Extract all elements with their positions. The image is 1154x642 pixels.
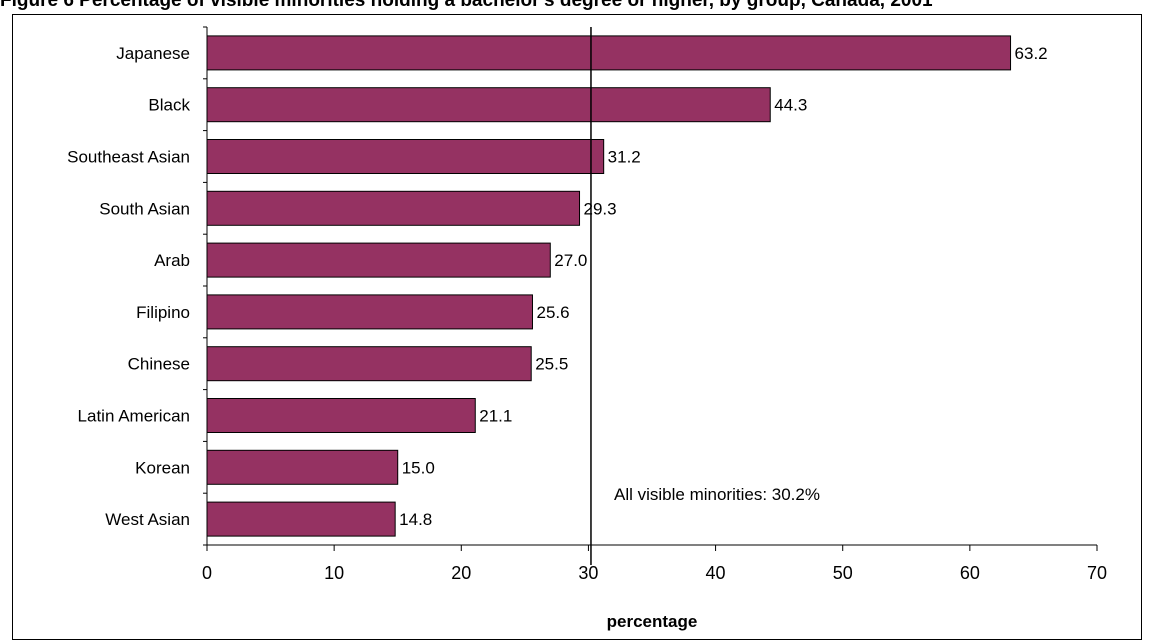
bar: [206, 190, 581, 226]
bar: [206, 449, 399, 485]
axes-layer: [203, 26, 1098, 565]
x-tick-label: 40: [706, 563, 726, 583]
data-label: 27.0: [554, 251, 587, 270]
bar: [206, 346, 532, 382]
chart-frame: [12, 14, 1142, 640]
bar: [206, 294, 533, 330]
x-tick-label: 60: [960, 563, 980, 583]
bar: [206, 501, 396, 537]
category-label: Chinese: [128, 355, 190, 374]
category-label: Latin American: [78, 407, 190, 426]
bar: [206, 35, 1012, 71]
x-tick-label: 30: [578, 563, 598, 583]
category-label: Arab: [154, 251, 190, 270]
bar: [206, 242, 551, 278]
category-label: South Asian: [99, 199, 190, 218]
data-label: 29.3: [584, 199, 617, 218]
data-label: 15.0: [402, 458, 435, 477]
x-tick-label: 20: [451, 563, 471, 583]
labels-layer: Japanese 63.2 Black 44.3 Southeast Asian 31.2…: [67, 44, 1107, 631]
data-label: 14.8: [399, 510, 432, 529]
category-label: Black: [148, 96, 190, 115]
bars-layer: [206, 35, 1012, 537]
category-label: Filipino: [136, 303, 190, 322]
reference-line-label: All visible minorities: 30.2%: [614, 485, 820, 504]
x-tick-label: 10: [324, 563, 344, 583]
data-label: 21.1: [479, 407, 512, 426]
data-label: 63.2: [1015, 44, 1048, 63]
category-label: Southeast Asian: [67, 148, 190, 167]
data-label: 44.3: [774, 96, 807, 115]
bar: [206, 87, 771, 123]
x-tick-label: 0: [202, 563, 212, 583]
x-tick-label: 70: [1087, 563, 1107, 583]
category-label: West Asian: [105, 510, 190, 529]
x-tick-label: 50: [833, 563, 853, 583]
data-label: 31.2: [608, 148, 641, 167]
data-label: 25.5: [535, 355, 568, 374]
bar: [206, 398, 476, 433]
category-label: Korean: [135, 458, 190, 477]
category-label: Japanese: [116, 44, 190, 63]
x-axis-label: percentage: [607, 612, 698, 631]
bar: [206, 139, 605, 174]
data-label: 25.6: [536, 303, 569, 322]
chart-title: Figure 6 Percentage of visible minoritie…: [0, 0, 933, 11]
